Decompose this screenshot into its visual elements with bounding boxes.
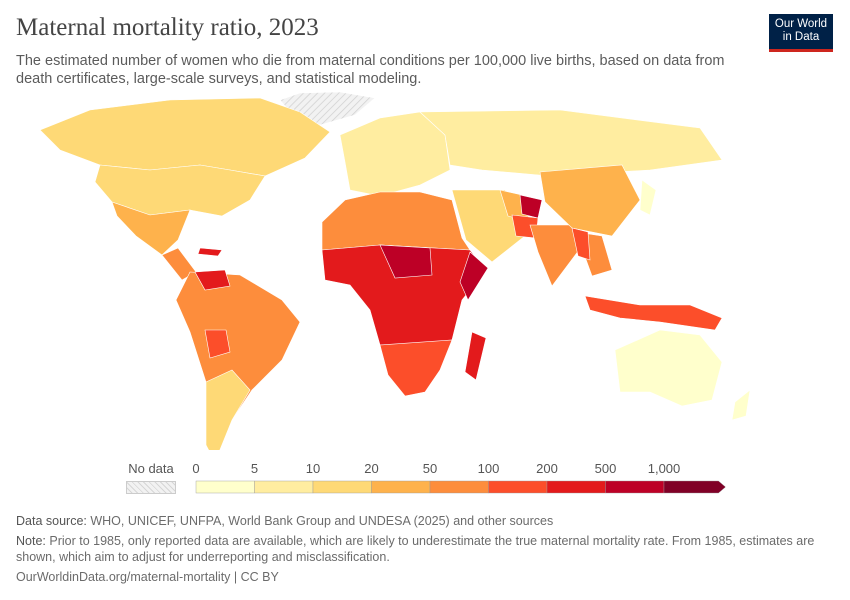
- legend-bin[interactable]: [488, 480, 548, 494]
- region-southern-africa[interactable]: [379, 339, 453, 397]
- legend-bin[interactable]: [195, 480, 255, 494]
- region-europe[interactable]: [339, 111, 451, 197]
- region-china[interactable]: [539, 164, 641, 237]
- legend-bin[interactable]: [546, 480, 606, 494]
- region-venezuela[interactable]: [194, 269, 231, 291]
- region-mexico[interactable]: [111, 201, 191, 256]
- legend-tick-label: 100: [477, 461, 500, 476]
- legend-bin[interactable]: [429, 480, 489, 494]
- region-southern-cone[interactable]: [205, 369, 251, 450]
- region-myanmar[interactable]: [571, 227, 591, 261]
- legend-tick-label: 200: [536, 461, 558, 476]
- region-japan[interactable]: [639, 179, 657, 216]
- legend-color-bar: [195, 480, 726, 494]
- legend-tick-label: 20: [364, 461, 379, 476]
- legend-tick-label: 500: [594, 461, 617, 476]
- source-url-link[interactable]: OurWorldinData.org/maternal-mortality | …: [16, 570, 279, 584]
- legend-bin[interactable]: [312, 480, 372, 494]
- region-south-america[interactable]: [175, 271, 301, 450]
- source-label: Data source:: [16, 514, 87, 528]
- legend-bin[interactable]: [254, 480, 314, 494]
- region-russia[interactable]: [419, 109, 723, 177]
- region-usa[interactable]: [94, 164, 266, 217]
- region-north-africa[interactable]: [321, 191, 471, 251]
- region-horn-africa[interactable]: [459, 251, 489, 301]
- note-label: Note:: [16, 534, 46, 548]
- owid-logo[interactable]: Our World in Data: [769, 14, 833, 52]
- region-new-zealand[interactable]: [731, 389, 751, 421]
- legend-bin[interactable]: [663, 480, 726, 494]
- legend-no-data-swatch[interactable]: [126, 481, 176, 494]
- legend: No data 0 5 10 20 50 100 200 500 1,000: [0, 455, 850, 495]
- data-source: Data source: WHO, UNICEF, UNFPA, World B…: [16, 513, 836, 529]
- world-map: [39, 91, 751, 450]
- note-text: Prior to 1985, only reported data are av…: [16, 534, 815, 564]
- legend-no-data-label: No data: [128, 461, 174, 476]
- legend-bin[interactable]: [371, 480, 431, 494]
- region-canada[interactable]: [39, 97, 331, 177]
- legend-tick-label: 5: [250, 461, 259, 476]
- region-sahel[interactable]: [379, 244, 433, 279]
- region-madagascar[interactable]: [464, 331, 487, 381]
- legend-tick-label: 0: [192, 461, 200, 476]
- legend-tick-label: 1,000: [647, 461, 681, 476]
- legend-tick-label: 10: [305, 461, 321, 476]
- source-text: WHO, UNICEF, UNFPA, World Bank Group and…: [86, 514, 554, 528]
- region-india[interactable]: [529, 224, 583, 287]
- page-title: Maternal mortality ratio, 2023: [16, 14, 319, 41]
- region-caribbean[interactable]: [197, 247, 223, 257]
- legend-tick-label: 50: [422, 461, 438, 476]
- legend-bin[interactable]: [605, 480, 665, 494]
- region-bolivia[interactable]: [204, 329, 231, 359]
- region-australia[interactable]: [614, 329, 723, 407]
- region-afghanistan[interactable]: [519, 194, 543, 219]
- region-indonesia[interactable]: [584, 295, 723, 331]
- subtitle: The estimated number of women who die fr…: [16, 53, 725, 87]
- note: Note: Prior to 1985, only reported data …: [16, 533, 836, 565]
